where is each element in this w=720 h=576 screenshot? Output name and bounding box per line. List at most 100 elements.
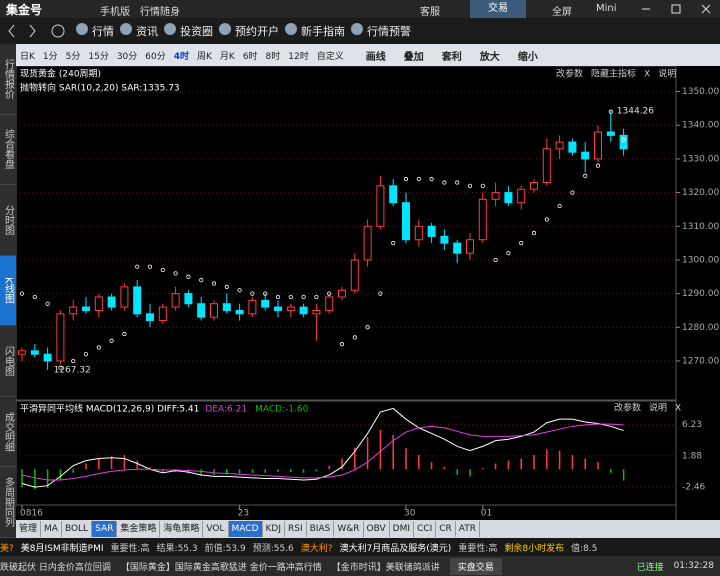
toolbar-item[interactable]: 资讯 bbox=[120, 23, 158, 38]
sar-dot bbox=[263, 291, 268, 296]
sidebar-tab[interactable]: 分时图 bbox=[0, 185, 16, 256]
candle-body bbox=[146, 313, 154, 322]
panel-button[interactable]: 改参数 bbox=[614, 402, 641, 414]
news-item: 重要性:高 bbox=[110, 543, 150, 554]
period-button[interactable]: 12时 bbox=[288, 51, 309, 62]
indicator-tab[interactable]: ATR bbox=[456, 521, 480, 537]
indicator-tab[interactable]: KDJ bbox=[263, 521, 285, 537]
indicator-tab[interactable]: BIAS bbox=[307, 521, 335, 537]
sar-dot bbox=[595, 163, 601, 168]
mini-button[interactable]: Mini bbox=[596, 3, 617, 14]
panel-button[interactable]: 隐藏主指标 bbox=[591, 68, 636, 80]
indicator-tab[interactable]: W&R bbox=[334, 521, 364, 537]
indicator-tab[interactable]: VOL bbox=[203, 521, 229, 537]
window-controls[interactable] bbox=[636, 0, 720, 18]
y-tick-label: 1300.00 bbox=[682, 255, 719, 265]
period-button[interactable]: 自定义 bbox=[316, 51, 344, 62]
period-button[interactable]: 30分 bbox=[116, 51, 138, 62]
x-tick-label: 30 bbox=[404, 509, 416, 519]
sar-dot bbox=[608, 109, 613, 114]
sidebar-tab[interactable]: 闪电图 bbox=[0, 326, 16, 397]
trade-button[interactable]: 交易 bbox=[470, 0, 526, 18]
panel-button[interactable]: X bbox=[675, 404, 681, 414]
period-button[interactable]: 5分 bbox=[65, 51, 81, 62]
sar-dot bbox=[339, 342, 345, 347]
toolbar-item[interactable]: 预约开户 bbox=[219, 23, 279, 38]
period-button[interactable]: 月K bbox=[219, 51, 235, 62]
tool-button[interactable]: 套利 bbox=[441, 51, 462, 63]
period-button[interactable]: 日K bbox=[20, 51, 35, 62]
connection-status: 已连接 bbox=[636, 562, 664, 573]
indicator-tab[interactable]: MA bbox=[41, 521, 62, 537]
tool-button[interactable]: 叠加 bbox=[403, 51, 424, 63]
tool-button[interactable]: 缩小 bbox=[517, 51, 538, 63]
indicator-tab[interactable]: 集金策略 bbox=[117, 521, 161, 537]
period-button[interactable]: 周K bbox=[197, 51, 212, 62]
period-bar: 日K 1分 5分 15分 30分 60分 4时 周K 月K 6时 8时 12时 自定义 画线 叠加 套利 放大 缩… bbox=[16, 44, 720, 66]
toolbar-item[interactable]: 新手指南 bbox=[285, 23, 345, 38]
indicator-tab[interactable]: BOLL bbox=[62, 521, 93, 537]
news-ticker[interactable]: 【金市时讯】美联储鸽派讲 bbox=[331, 562, 440, 573]
news-item: 澳大利? bbox=[300, 543, 333, 554]
panel-button[interactable]: 说明 bbox=[658, 68, 676, 80]
sidebar-tab[interactable]: 综合看盘 bbox=[0, 115, 16, 186]
x-tick-label: 23 bbox=[238, 509, 249, 519]
candle-body bbox=[235, 309, 244, 315]
toolbar-item[interactable]: 行情预警 bbox=[351, 23, 411, 38]
fullscreen-button[interactable]: 全屏 bbox=[552, 7, 572, 18]
indicator-tab[interactable]: 管理 bbox=[16, 521, 42, 537]
x-tick-label: 0816 bbox=[20, 509, 43, 519]
y-tick-label: 1350.00 bbox=[682, 87, 719, 97]
sidebar-tab[interactable]: 成交明细 bbox=[0, 397, 16, 468]
indicator-tab[interactable]: RSI bbox=[285, 521, 307, 537]
y-tick-label: 1310.00 bbox=[682, 222, 719, 232]
sar-dot bbox=[506, 251, 511, 256]
service-button[interactable]: 客服 bbox=[420, 7, 440, 18]
period-button[interactable]: 1分 bbox=[42, 51, 58, 62]
toolbar-item[interactable]: 投资圈 bbox=[164, 23, 213, 38]
period-button[interactable]: 4时 bbox=[173, 51, 189, 62]
mobile-link[interactable]: 手机版 bbox=[100, 7, 130, 18]
news-item: 澳大利7月商品及服务(澳元) bbox=[339, 543, 452, 554]
indicator-tab[interactable]: CR bbox=[436, 521, 456, 537]
panel-button[interactable]: 说明 bbox=[649, 402, 667, 414]
sidebar-tab[interactable]: K线图 bbox=[0, 255, 16, 327]
candle-body bbox=[581, 151, 590, 160]
news-ticker[interactable]: 跌破起伏 日内金价高位回调 bbox=[0, 562, 111, 573]
sar-dot bbox=[301, 294, 306, 300]
panel-button[interactable]: 改参数 bbox=[556, 68, 583, 80]
candle-body bbox=[274, 306, 282, 311]
indicator-tab[interactable]: DMI bbox=[390, 521, 414, 537]
candle-body bbox=[197, 303, 206, 318]
panel-button[interactable]: X bbox=[644, 70, 650, 80]
news-item: 预测:55.6 bbox=[252, 543, 294, 554]
indicator-tab[interactable]: 海龟策略 bbox=[160, 521, 204, 537]
sidebar-tab[interactable]: 行情报价 bbox=[0, 44, 16, 115]
sidebar-tab[interactable]: 多周期同列 bbox=[0, 467, 16, 539]
toolbar-item[interactable]: 行情 bbox=[76, 23, 114, 38]
sar-dot bbox=[455, 180, 460, 185]
period-button[interactable]: 8时 bbox=[265, 51, 281, 62]
candle-body bbox=[261, 299, 270, 308]
sar-dot bbox=[199, 278, 204, 283]
period-button[interactable]: 15分 bbox=[88, 51, 109, 62]
tool-button[interactable]: 画线 bbox=[365, 51, 386, 63]
nav-buttons[interactable] bbox=[0, 18, 70, 44]
indicator-tab[interactable]: CCI bbox=[414, 521, 437, 537]
sar-dot bbox=[314, 294, 319, 300]
news-ticker[interactable]: 【国际黄金】国际黄金高歌猛进 金价一路冲高行情 bbox=[120, 562, 322, 573]
indicator-tab[interactable]: MACD bbox=[228, 521, 263, 537]
tool-button[interactable]: 放大 bbox=[479, 51, 500, 63]
period-button[interactable]: 6时 bbox=[242, 51, 258, 62]
macd-value: MACD:-1.60 bbox=[255, 405, 309, 415]
indicator-tab[interactable]: OBV bbox=[364, 521, 390, 537]
sar-dot bbox=[570, 190, 575, 195]
trade-button[interactable]: 实盘交易 bbox=[449, 557, 502, 575]
candle-body bbox=[555, 141, 564, 150]
sar-dot bbox=[237, 288, 242, 293]
period-button[interactable]: 60分 bbox=[145, 51, 166, 62]
candle-body bbox=[530, 181, 538, 190]
dif-line bbox=[21, 407, 624, 488]
indicator-tab[interactable]: SAR bbox=[92, 521, 118, 537]
high-label: 1344.26 bbox=[617, 106, 654, 116]
